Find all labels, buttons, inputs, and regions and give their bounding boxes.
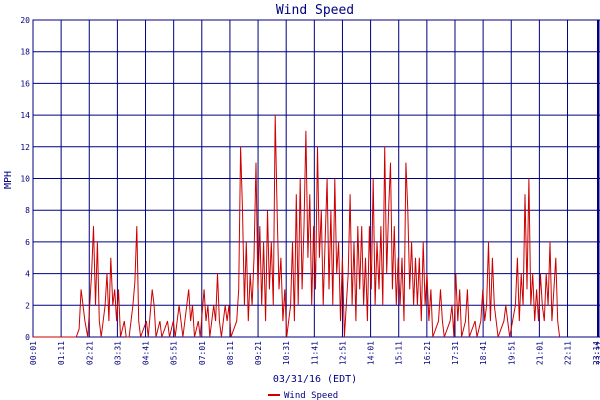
x-tick-label: 17:31 <box>451 341 460 365</box>
y-axis-ticks: 0 2 4 6 8 10 12 14 16 18 20 <box>20 16 30 342</box>
x-axis-label: 03/31/16 (EDT) <box>273 374 357 385</box>
x-tick-label: 08:11 <box>226 341 235 365</box>
x-tick-label: 11:41 <box>310 341 319 365</box>
x-tick-label: 01:11 <box>57 341 66 365</box>
x-tick-label: 16:21 <box>423 341 432 365</box>
x-tick-label: 12:51 <box>338 341 347 365</box>
y-tick-label: 16 <box>20 79 30 88</box>
y-tick-label: 6 <box>25 238 30 247</box>
y-tick-label: 4 <box>25 270 30 279</box>
x-tick-label: 04:41 <box>142 341 151 365</box>
y-tick-label: 0 <box>25 333 30 342</box>
y-tick-label: 20 <box>20 16 30 25</box>
x-axis-ticks: 00:01 01:11 02:21 03:31 04:41 05:51 07:01 08:11… <box>29 341 600 365</box>
y-tick-label: 12 <box>20 143 30 152</box>
x-tick-label: 03:31 <box>113 341 122 365</box>
series-line-wind-speed <box>33 115 561 338</box>
x-tick-label: 10:31 <box>282 341 291 365</box>
series-layer <box>33 115 561 338</box>
y-tick-label: 18 <box>20 48 30 57</box>
legend: Wind Speed <box>268 391 338 400</box>
x-tick-label: 21:01 <box>535 341 544 365</box>
x-tick-label: 14:01 <box>367 341 376 365</box>
x-tick-label: 22:11 <box>564 341 573 365</box>
x-tick-label: 07:01 <box>198 341 207 365</box>
x-tick-label: 15:11 <box>395 341 404 365</box>
y-tick-label: 2 <box>25 301 30 310</box>
x-tick-label: 05:51 <box>170 341 179 365</box>
y-tick-label: 8 <box>25 206 30 215</box>
x-tick-label: 19:51 <box>507 341 516 365</box>
x-tick-label: 09:21 <box>254 341 263 365</box>
chart-title: Wind Speed <box>276 3 354 18</box>
x-tick-label: 23:21 <box>595 341 600 365</box>
x-tick-label: 18:41 <box>479 341 488 365</box>
x-tick-label: 02:21 <box>85 341 94 365</box>
y-tick-label: 10 <box>20 175 30 184</box>
y-tick-label: 14 <box>20 111 30 120</box>
x-tick-label: 00:01 <box>29 341 38 365</box>
legend-label: Wind Speed <box>284 391 338 400</box>
y-axis-label: MPH <box>3 171 14 189</box>
x-tick-label: 23:14 <box>592 341 600 365</box>
